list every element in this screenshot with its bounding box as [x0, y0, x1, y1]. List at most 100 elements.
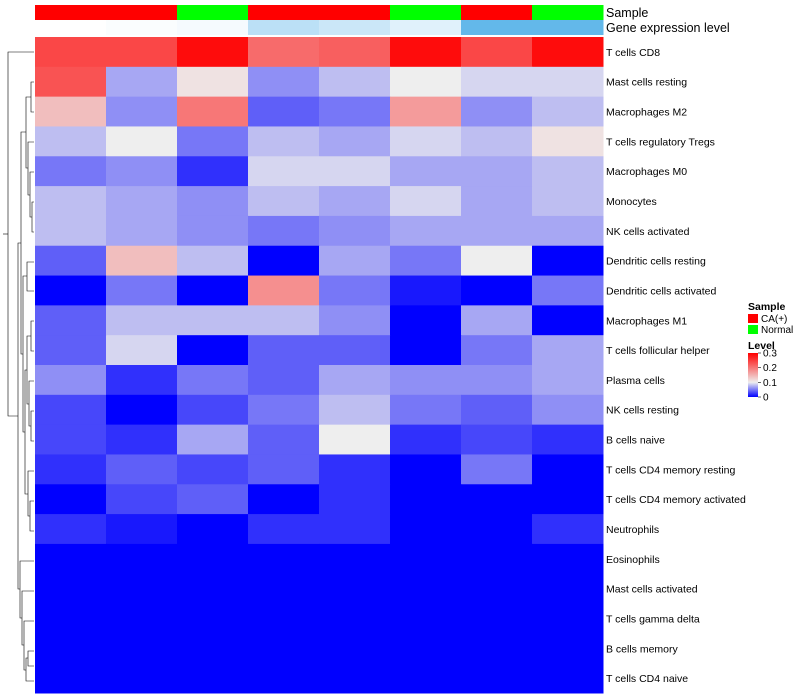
legend: Sample CA(+) Normal Level 0.3 0.2 0.1 0: [748, 301, 793, 404]
heatmap-cell: [248, 66, 320, 98]
heatmap-cell: [248, 305, 320, 336]
heatmap-cell: [532, 305, 604, 336]
heatmap-cell: [248, 245, 320, 277]
heatmap-cell: [35, 573, 107, 605]
heatmap-cell: [390, 484, 462, 515]
heatmap-cell: [319, 215, 391, 247]
heatmap-cell: [177, 454, 249, 485]
heatmap-cell: [390, 37, 462, 68]
heatmap-cell: [106, 484, 178, 515]
heatmap-cell: [248, 186, 320, 217]
sample-annotation-cell: [390, 5, 462, 20]
heatmap-cell: [461, 454, 533, 485]
heatmap-cell: [177, 365, 249, 396]
sample-annotation-cell: [106, 5, 178, 20]
expression-annotation-cell: [532, 20, 604, 35]
heatmap-cell: [35, 305, 107, 336]
heatmap-cell: [248, 335, 320, 366]
legend-level-title: Level: [748, 340, 775, 352]
heatmap-cell: [106, 335, 178, 366]
heatmap-cell: [532, 603, 604, 634]
heatmap-cell: [461, 543, 533, 575]
heatmap-cell: [106, 96, 178, 127]
heatmap-cell: [461, 365, 533, 396]
heatmap-cell: [35, 454, 107, 485]
heatmap-cell: [106, 394, 178, 426]
heatmap-cell: [248, 275, 320, 306]
heatmap-cell: [35, 603, 107, 634]
heatmap-cell: [390, 156, 462, 187]
heatmap-cell: [390, 663, 462, 694]
heatmap-cell: [35, 245, 107, 277]
heatmap-cell: [461, 394, 533, 426]
heatmap-cell: [248, 663, 320, 694]
heatmap-cell: [177, 424, 249, 455]
heatmap-cell: [248, 603, 320, 634]
heatmap-cell: [106, 305, 178, 336]
heatmap-cell: [461, 215, 533, 247]
heatmap-cell: [177, 573, 249, 605]
row-label: Neutrophils: [606, 524, 659, 536]
heatmap-cell: [319, 126, 391, 157]
row-label: T cells CD4 memory activated: [606, 494, 746, 506]
heatmap-cell: [248, 96, 320, 127]
heatmap-cell: [35, 66, 107, 98]
row-label: Dendritic cells resting: [606, 256, 706, 268]
annotation-label: Sample: [606, 6, 648, 20]
heatmap-cell: [106, 66, 178, 98]
heatmap-cell: [106, 663, 178, 694]
row-label: Eosinophils: [606, 554, 660, 566]
heatmap-cell: [461, 603, 533, 634]
heatmap-cell: [390, 215, 462, 247]
heatmap-cell: [35, 275, 107, 306]
heatmap-cell: [532, 96, 604, 127]
expression-annotation-cell: [106, 20, 178, 35]
level-tick-label: 0.2: [763, 363, 777, 374]
annotation-label: Gene expression level: [606, 21, 730, 35]
heatmap-cell: [248, 484, 320, 515]
heatmap-cell: [248, 543, 320, 575]
heatmap-cell: [390, 573, 462, 605]
heatmap-cell: [532, 543, 604, 575]
heatmap-cell: [106, 454, 178, 485]
heatmap-cell: [248, 454, 320, 485]
heatmap-cell: [319, 37, 391, 68]
heatmap-cell: [461, 275, 533, 306]
heatmap-cell: [177, 484, 249, 515]
heatmap-cell: [177, 215, 249, 247]
row-label: T cells CD4 naive: [606, 673, 688, 685]
heatmap-cell: [177, 603, 249, 634]
heatmap-cell: [390, 394, 462, 426]
row-label: B cells memory: [606, 643, 679, 655]
heatmap-cell: [532, 156, 604, 187]
heatmap-cell: [532, 573, 604, 605]
heatmap-cell: [461, 245, 533, 277]
heatmap-cell: [461, 126, 533, 157]
heatmap-cell: [532, 514, 604, 545]
heatmap-cell: [390, 66, 462, 98]
heatmap-cell: [106, 633, 178, 664]
heatmap-cell: [106, 186, 178, 217]
heatmap-cell: [461, 305, 533, 336]
heatmap-cell: [177, 543, 249, 575]
level-ticks: 0.3 0.2 0.1 0: [758, 349, 777, 404]
heatmap-cell: [248, 514, 320, 545]
heatmap-cell: [319, 514, 391, 545]
expression-annotation-cell: [461, 20, 533, 35]
row-label: Monocytes: [606, 196, 657, 208]
heatmap-cell: [106, 573, 178, 605]
row-label: T cells CD8: [606, 47, 660, 59]
heatmap-cell: [177, 96, 249, 127]
row-dendrogram: [3, 51, 34, 682]
heatmap-cell: [35, 543, 107, 575]
heatmap-cell: [461, 156, 533, 187]
heatmap-cell: [532, 186, 604, 217]
heatmap-cell: [35, 215, 107, 247]
heatmap-cell: [532, 275, 604, 306]
sample-annotation-cell: [248, 5, 320, 20]
heatmap-cell: [461, 424, 533, 455]
heatmap-cell: [319, 633, 391, 664]
heatmap-cell: [319, 96, 391, 127]
heatmap-cell: [177, 245, 249, 277]
